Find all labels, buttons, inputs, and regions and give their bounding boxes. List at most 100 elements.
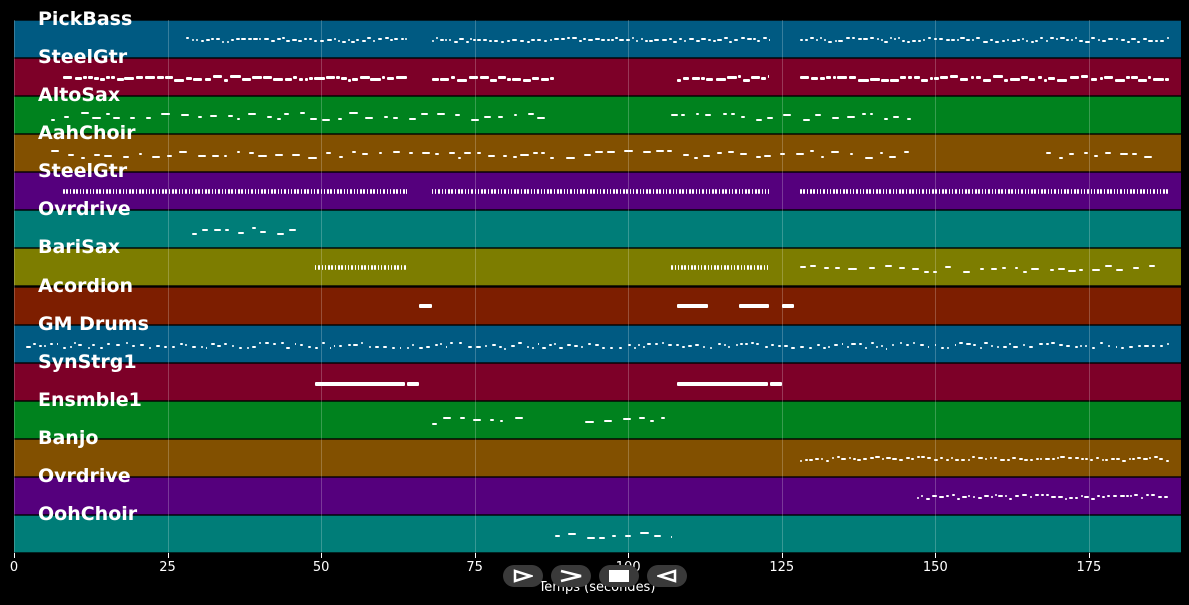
- note: [1120, 495, 1125, 498]
- play-icon: [513, 569, 533, 583]
- note: [836, 75, 848, 79]
- note: [155, 344, 160, 347]
- note: [761, 189, 764, 195]
- note: [355, 39, 360, 42]
- note: [145, 189, 148, 195]
- note: [339, 155, 344, 158]
- note: [977, 456, 983, 459]
- note: [229, 75, 241, 79]
- note: [514, 416, 523, 419]
- note: [172, 189, 174, 195]
- note: [308, 157, 317, 160]
- note: [1146, 189, 1149, 195]
- note: [897, 37, 901, 40]
- note: [195, 189, 197, 195]
- note: [211, 189, 214, 195]
- note: [530, 189, 533, 195]
- note: [131, 345, 136, 348]
- note: [504, 189, 506, 195]
- note: [778, 345, 782, 348]
- note: [50, 150, 60, 153]
- note: [396, 75, 407, 79]
- note: [819, 37, 822, 40]
- note: [806, 189, 809, 195]
- note: [654, 38, 660, 41]
- note: [639, 189, 642, 195]
- note: [810, 77, 819, 81]
- note: [366, 189, 369, 195]
- note: [578, 39, 582, 42]
- note: [831, 457, 835, 460]
- note: [706, 78, 714, 82]
- note: [274, 189, 276, 195]
- note: [554, 343, 557, 346]
- track-label: SteelGtr: [38, 46, 128, 69]
- note: [633, 346, 636, 349]
- note: [499, 345, 502, 348]
- stop-button[interactable]: [599, 565, 639, 587]
- note: [310, 189, 313, 195]
- note: [833, 344, 838, 347]
- note: [1100, 189, 1102, 195]
- note: [1126, 40, 1130, 43]
- note: [822, 347, 826, 350]
- note: [50, 342, 53, 345]
- note: [700, 265, 703, 271]
- note: [677, 265, 680, 271]
- fast-forward-button[interactable]: [551, 565, 591, 587]
- note: [623, 150, 633, 153]
- note: [1143, 189, 1145, 195]
- note: [136, 75, 144, 79]
- note: [251, 75, 263, 79]
- note: [352, 150, 357, 153]
- note: [825, 75, 831, 79]
- note: [836, 189, 838, 195]
- x-tick: [935, 553, 937, 558]
- note: [1130, 189, 1132, 195]
- note: [407, 381, 420, 386]
- note: [934, 458, 938, 461]
- note: [62, 347, 67, 350]
- note: [1025, 39, 1028, 42]
- note: [994, 189, 997, 195]
- note: [216, 37, 220, 40]
- x-tick: [167, 553, 169, 558]
- note: [273, 78, 283, 82]
- note: [499, 419, 504, 422]
- note: [1049, 37, 1055, 40]
- note: [900, 75, 907, 79]
- note: [895, 189, 898, 195]
- play-button[interactable]: [503, 565, 543, 587]
- note: [1146, 494, 1149, 497]
- note: [129, 189, 131, 195]
- track-lane: [14, 134, 1181, 173]
- note: [642, 189, 645, 195]
- note: [257, 154, 267, 157]
- note: [588, 38, 594, 41]
- note: [437, 113, 446, 116]
- note: [859, 189, 862, 195]
- note: [397, 265, 399, 271]
- note: [725, 189, 727, 195]
- note: [870, 37, 875, 40]
- note: [857, 459, 861, 462]
- note: [713, 40, 716, 43]
- note: [132, 189, 134, 195]
- note: [988, 189, 990, 195]
- note: [748, 189, 750, 195]
- note: [477, 189, 480, 195]
- note: [638, 344, 640, 347]
- note: [231, 189, 233, 195]
- note: [945, 495, 950, 498]
- note: [483, 115, 492, 118]
- note: [294, 189, 296, 195]
- note: [975, 75, 981, 79]
- note: [1057, 189, 1060, 195]
- note: [467, 189, 470, 195]
- note: [669, 37, 672, 40]
- note: [646, 189, 648, 195]
- note: [827, 40, 832, 43]
- rewind-button[interactable]: [647, 565, 687, 587]
- note: [399, 189, 402, 195]
- note: [668, 343, 672, 346]
